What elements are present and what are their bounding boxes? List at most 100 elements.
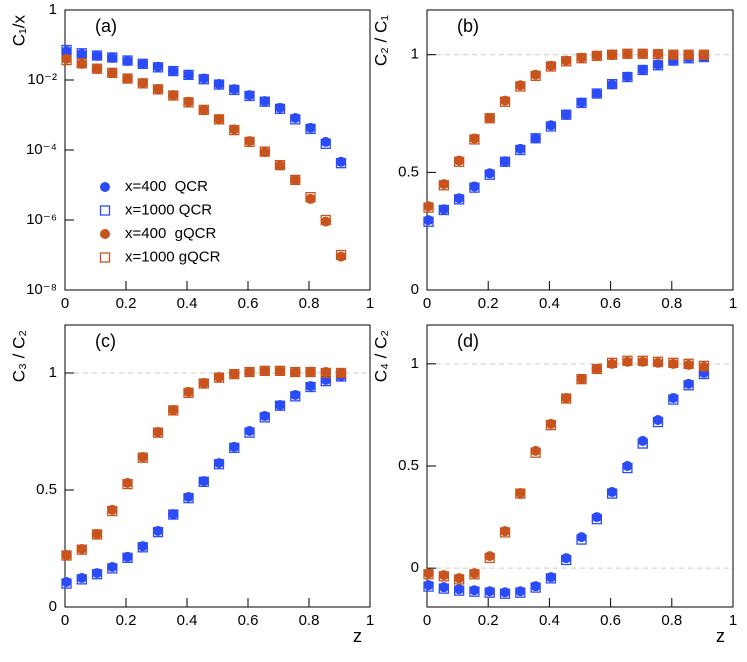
point [637,48,648,59]
point [107,563,118,574]
point [454,155,465,166]
point [438,204,449,216]
point [561,109,572,120]
point [622,48,633,59]
point [576,52,587,63]
y-tick-label: 1 [411,355,419,372]
point [484,113,495,124]
x-tick-label: 1 [366,612,374,629]
point [454,573,465,584]
point [469,569,480,580]
point [61,550,72,561]
x-tick-label: 0.2 [116,295,137,312]
point [107,52,118,63]
point [591,50,602,61]
point [76,58,87,69]
point [453,194,465,205]
x-axis-label: z [716,626,725,646]
point [122,551,133,562]
point [122,552,133,564]
point [320,367,331,379]
point [290,367,301,378]
point [244,136,255,148]
point [668,49,679,60]
y-tick-label: 0.5 [36,481,57,498]
point [561,55,572,66]
point [607,79,618,90]
point [229,368,240,380]
point [607,358,618,369]
point [198,73,209,84]
x-tick-label: 0.6 [238,295,259,312]
point [92,50,103,61]
point [198,378,209,389]
point [183,96,194,107]
point [320,367,331,378]
point [274,400,286,411]
point [259,146,270,157]
point [438,180,449,191]
point [469,181,480,192]
point [668,357,679,368]
point [61,46,72,57]
point [153,84,164,95]
point [637,355,648,366]
point [213,114,225,125]
point [561,393,572,404]
point [530,445,541,456]
point [652,60,664,71]
point [515,80,526,91]
point [213,372,225,383]
point [423,581,434,592]
legend-marker [99,252,111,263]
point [683,49,694,60]
x-tick-label: 0.6 [600,295,621,312]
point [499,156,511,167]
point [576,534,587,545]
point [545,418,556,429]
point [244,367,255,378]
point [91,63,103,74]
point [183,387,194,399]
point [92,63,103,74]
point [168,66,179,77]
point [530,133,541,144]
point [259,147,270,158]
point [423,216,434,227]
point [76,543,87,554]
point [213,79,225,90]
point [92,528,103,539]
point [469,133,480,144]
y-axis-label: C₃ / C₂ [9,330,28,382]
point [591,513,602,525]
point [561,554,572,566]
point [229,124,240,136]
point [683,359,694,370]
point [305,193,316,204]
point [545,120,556,131]
point [622,356,633,367]
x-tick-label: 0 [423,612,431,629]
point [515,81,526,92]
point [515,587,526,598]
point [637,435,648,446]
point [561,56,572,67]
point [290,114,301,125]
point [168,90,179,101]
y-tick-label: 0 [49,598,57,615]
point [545,573,557,584]
point [515,143,526,154]
plot-frame [426,9,734,291]
point [290,366,301,378]
point [229,124,240,135]
point [137,58,148,69]
x-tick-label: 0.2 [116,612,137,629]
point [137,58,148,69]
point [229,84,240,95]
point [274,103,286,114]
point [259,96,270,107]
point [653,357,664,368]
panel-label: (c) [95,331,116,351]
legend-marker [100,182,110,192]
point [607,49,618,60]
